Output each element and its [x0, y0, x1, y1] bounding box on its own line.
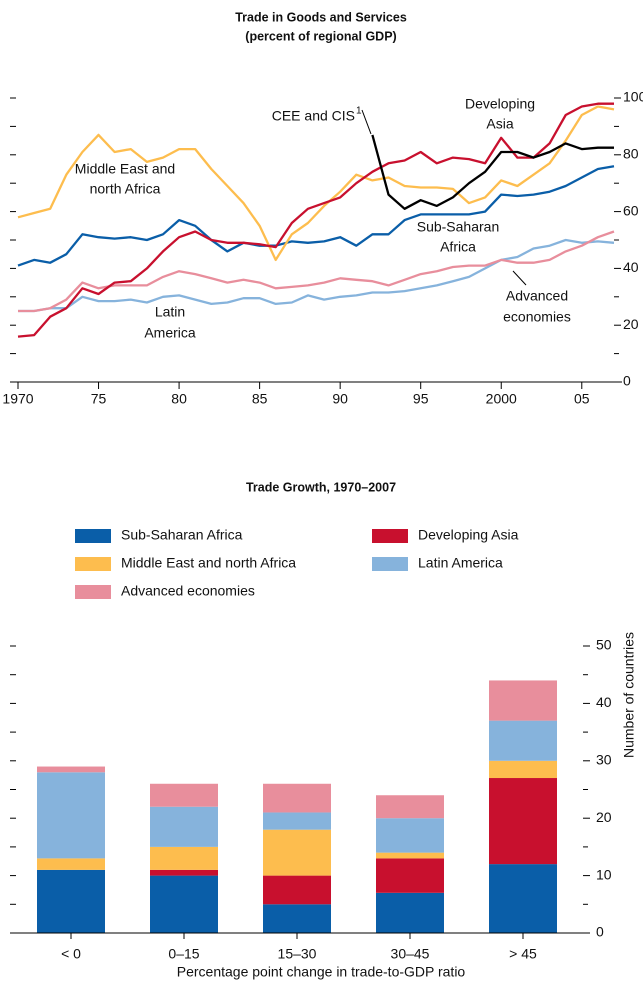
x-tick-label: 30–45 [391, 946, 430, 962]
y-tick-label: 0 [596, 924, 604, 940]
bar-segment [489, 864, 557, 933]
annotation: Africa [440, 239, 476, 255]
annotation: CEE and CIS [272, 108, 355, 124]
bar-segment [263, 829, 331, 876]
bar-segment [376, 818, 444, 853]
bar-segment [37, 869, 105, 933]
bar-segment [489, 680, 557, 721]
x-tick-label: 85 [252, 391, 268, 407]
bar-segment [150, 783, 218, 807]
legend-swatch [75, 557, 111, 571]
legend-swatch [75, 585, 111, 599]
y-tick-label: 80 [623, 146, 639, 162]
bar-segment [376, 852, 444, 859]
leader-line [512, 270, 527, 286]
y-tick-label: 0 [623, 373, 631, 389]
bar-segment [263, 875, 331, 905]
leader-line [361, 109, 372, 135]
x-tick-label: 80 [171, 391, 187, 407]
annotation: Developing [465, 96, 535, 112]
y-tick-label: 40 [596, 694, 612, 710]
bar-segment [376, 795, 444, 819]
line-series [17, 102, 614, 338]
x-tick-label: > 45 [509, 946, 537, 962]
bar-segment [376, 858, 444, 893]
bar-segment [150, 806, 218, 847]
x-tick-label: 2000 [486, 391, 517, 407]
x-axis-label: Percentage point change in trade-to-GDP … [177, 964, 466, 980]
chart-subtitle: (percent of regional GDP) [245, 29, 396, 43]
bar-segment [37, 766, 105, 773]
annotation: Advanced [506, 288, 568, 304]
legend-label: Developing Asia [418, 527, 519, 543]
line-series [17, 105, 615, 262]
annotation: Middle East and [75, 161, 175, 177]
y-tick-label: 20 [596, 809, 612, 825]
chart-title: Trade in Goods and Services [235, 10, 407, 24]
x-tick-label: 15–30 [278, 946, 317, 962]
bar-segment [263, 783, 331, 813]
bar-segment [150, 869, 218, 876]
x-tick-label: 75 [91, 391, 107, 407]
line-series [18, 238, 615, 313]
line-series [17, 165, 615, 267]
chart-title: Trade Growth, 1970–2007 [246, 480, 396, 494]
legend-label: Latin America [418, 555, 503, 571]
bar-segment [489, 778, 557, 865]
bar-segment [489, 760, 557, 779]
legend-label: Sub-Saharan Africa [121, 527, 243, 543]
x-tick-label: 90 [332, 391, 348, 407]
x-tick-label: 0–15 [168, 946, 199, 962]
bar-segment [150, 846, 218, 870]
y-axis-label: Number of countries [621, 632, 637, 758]
annotation: America [144, 325, 196, 341]
legend-swatch [372, 557, 408, 571]
x-tick-label: 1970 [2, 391, 33, 407]
bar-segment [376, 892, 444, 933]
annotation: Latin [155, 304, 185, 320]
bar-segment [150, 875, 218, 933]
legend-label: Middle East and north Africa [121, 555, 296, 571]
y-tick-label: 50 [596, 637, 612, 653]
x-tick-label: < 0 [61, 946, 81, 962]
bar-segment [263, 812, 331, 830]
y-tick-label: 100 [623, 89, 643, 105]
bar-segment [37, 772, 105, 859]
annotation: Sub-Saharan [417, 219, 500, 235]
line-series [18, 230, 615, 313]
y-tick-label: 40 [623, 259, 639, 275]
y-tick-label: 20 [623, 316, 639, 332]
annotation: north Africa [90, 181, 161, 197]
y-tick-label: 10 [596, 866, 612, 882]
annotation: Asia [486, 116, 513, 132]
annotation-superscript: 1 [356, 106, 362, 117]
y-tick-label: 30 [596, 752, 612, 768]
legend-swatch [372, 529, 408, 543]
x-tick-label: 05 [574, 391, 590, 407]
bar-segment [489, 720, 557, 761]
bar-segment [37, 858, 105, 870]
y-tick-label: 60 [623, 202, 639, 218]
x-tick-label: 95 [413, 391, 429, 407]
bar-segment [263, 904, 331, 933]
legend-label: Advanced economies [121, 583, 255, 599]
legend-swatch [75, 529, 111, 543]
line-series [371, 134, 614, 210]
annotation: economies [503, 309, 571, 325]
